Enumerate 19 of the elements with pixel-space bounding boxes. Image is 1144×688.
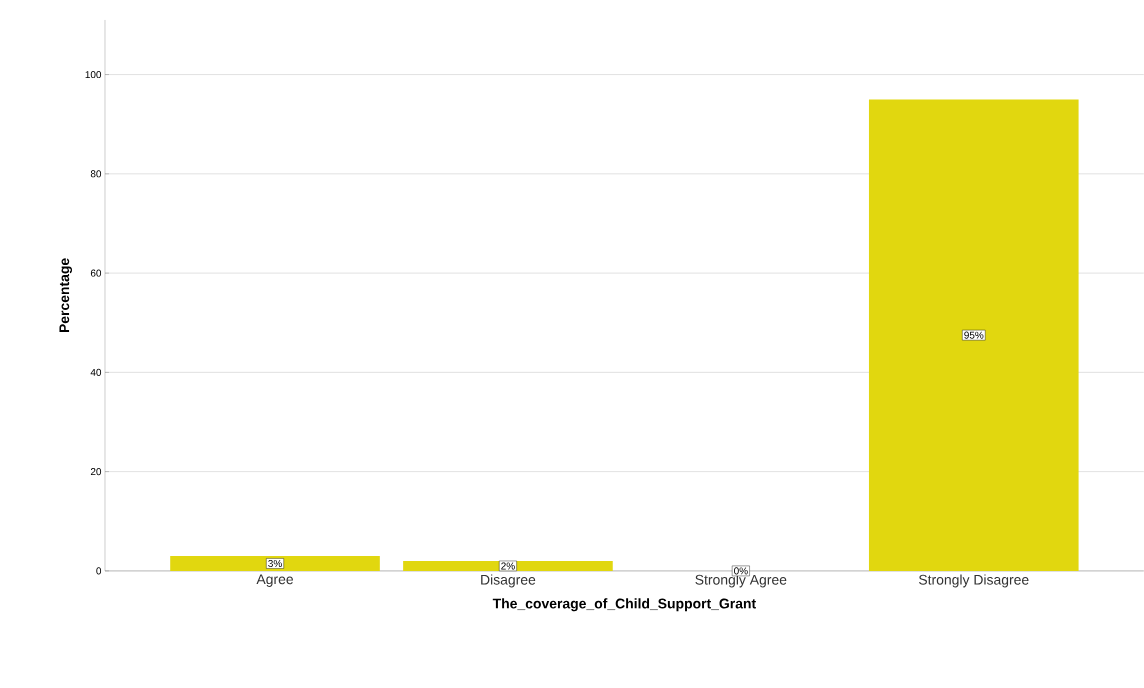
y-tick-label: 40	[90, 368, 102, 376]
x-tick-label: Strongly Agree	[695, 574, 787, 588]
bar	[170, 556, 380, 571]
y-tick-label: 60	[90, 269, 102, 277]
x-axis-title: The_coverage_of_Child_Support_Grant	[492, 598, 756, 612]
x-tick-label: Agree	[256, 574, 294, 587]
bar	[403, 561, 613, 571]
data-label: 2%	[501, 562, 515, 570]
y-tick-label: 100	[85, 71, 102, 79]
x-tick-label: Strongly Disagree	[918, 574, 1029, 588]
bar	[868, 99, 1079, 571]
y-tick-label: 20	[90, 468, 102, 476]
y-tick-label: 0	[96, 567, 102, 575]
data-label: 3%	[268, 559, 282, 568]
y-tick-label: 80	[90, 170, 102, 178]
data-label: 95%	[964, 331, 984, 339]
data-label: 0%	[734, 567, 748, 575]
x-tick-label: Disagree	[481, 574, 536, 588]
y-axis-title: Percentage	[59, 258, 73, 333]
